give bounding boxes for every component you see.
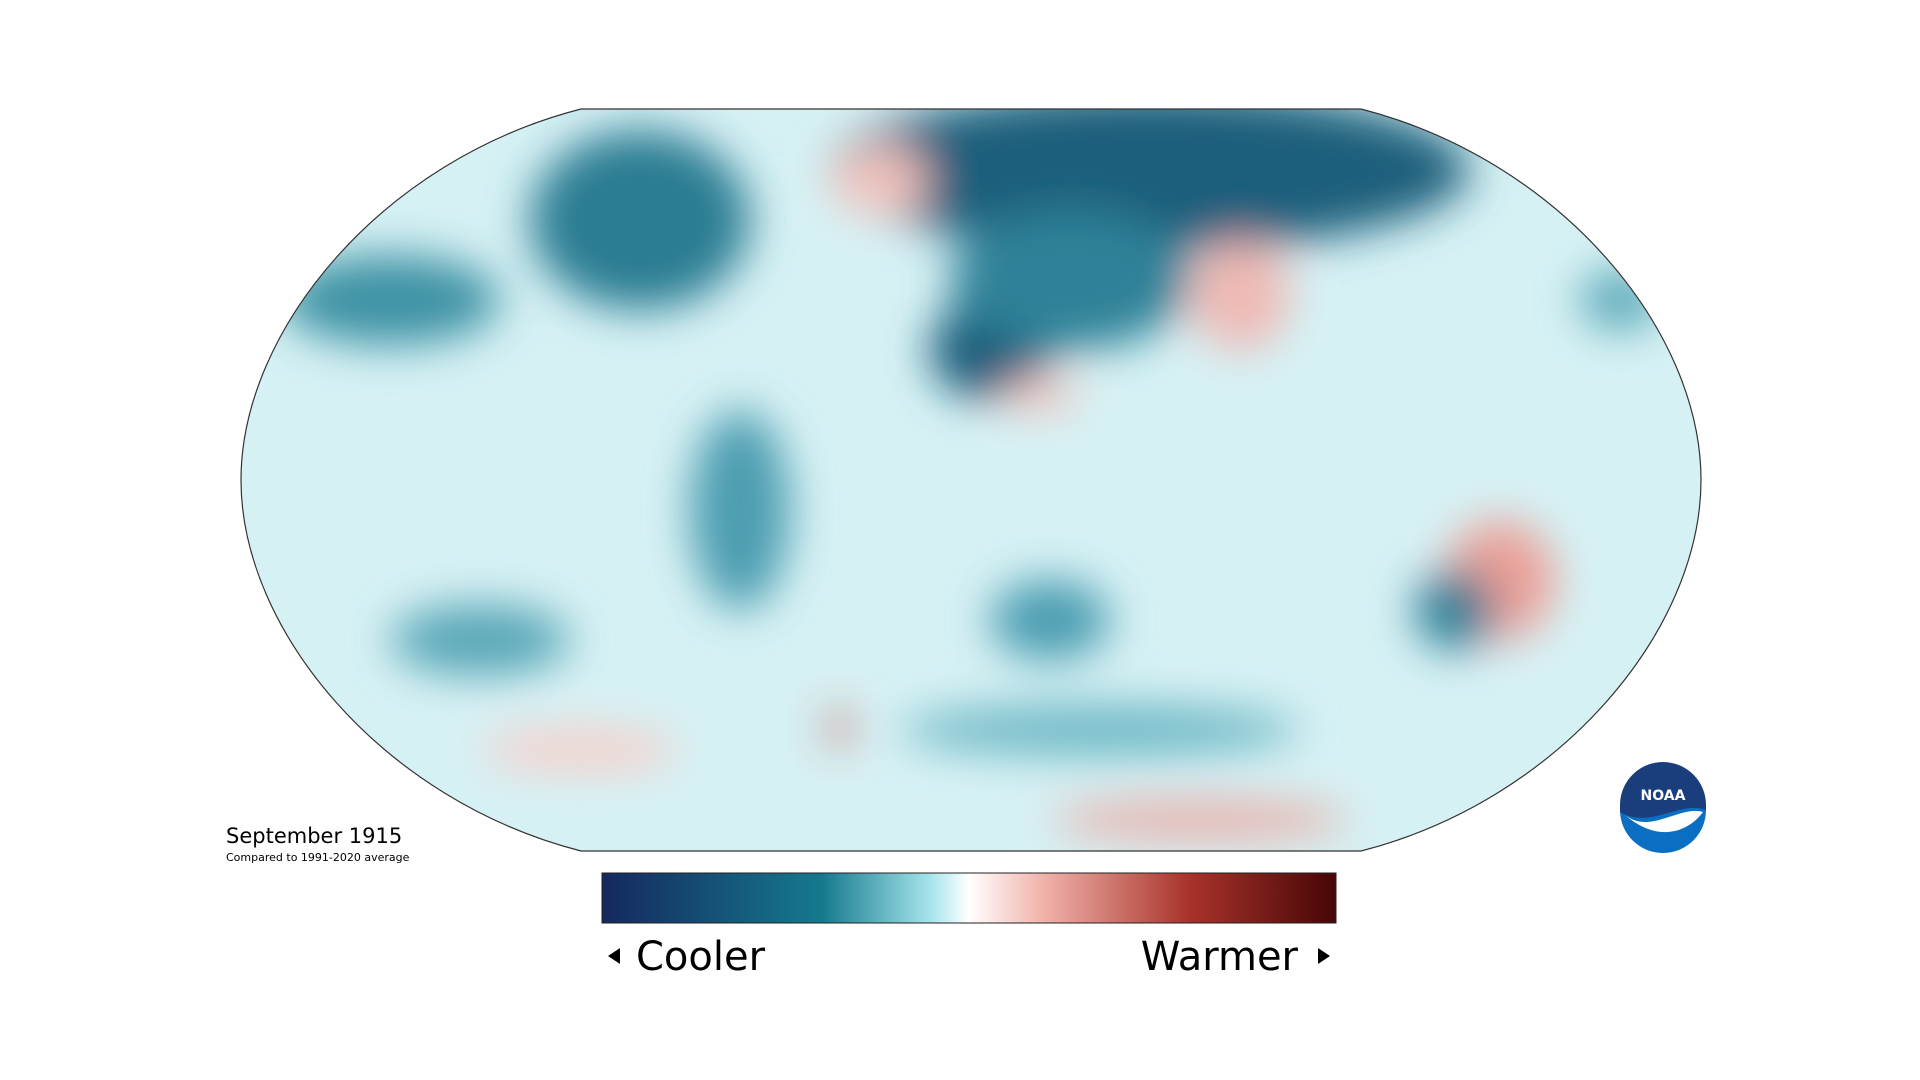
map-outline (240, 108, 1702, 852)
noaa-logo: NOAA (1620, 762, 1706, 853)
anomaly-map (241, 109, 1701, 851)
color-scale (601, 872, 1337, 924)
map-title: September 1915 (226, 824, 402, 848)
map-subtitle: Compared to 1991-2020 average (226, 851, 410, 864)
anomaly-field (280, 109, 1660, 838)
logo-text: NOAA (1641, 788, 1686, 804)
legend-high-label: Warmer (1141, 934, 1299, 980)
legend-low-label: Cooler (636, 934, 766, 980)
left-arrow (608, 948, 620, 964)
right-arrow (1318, 948, 1330, 964)
